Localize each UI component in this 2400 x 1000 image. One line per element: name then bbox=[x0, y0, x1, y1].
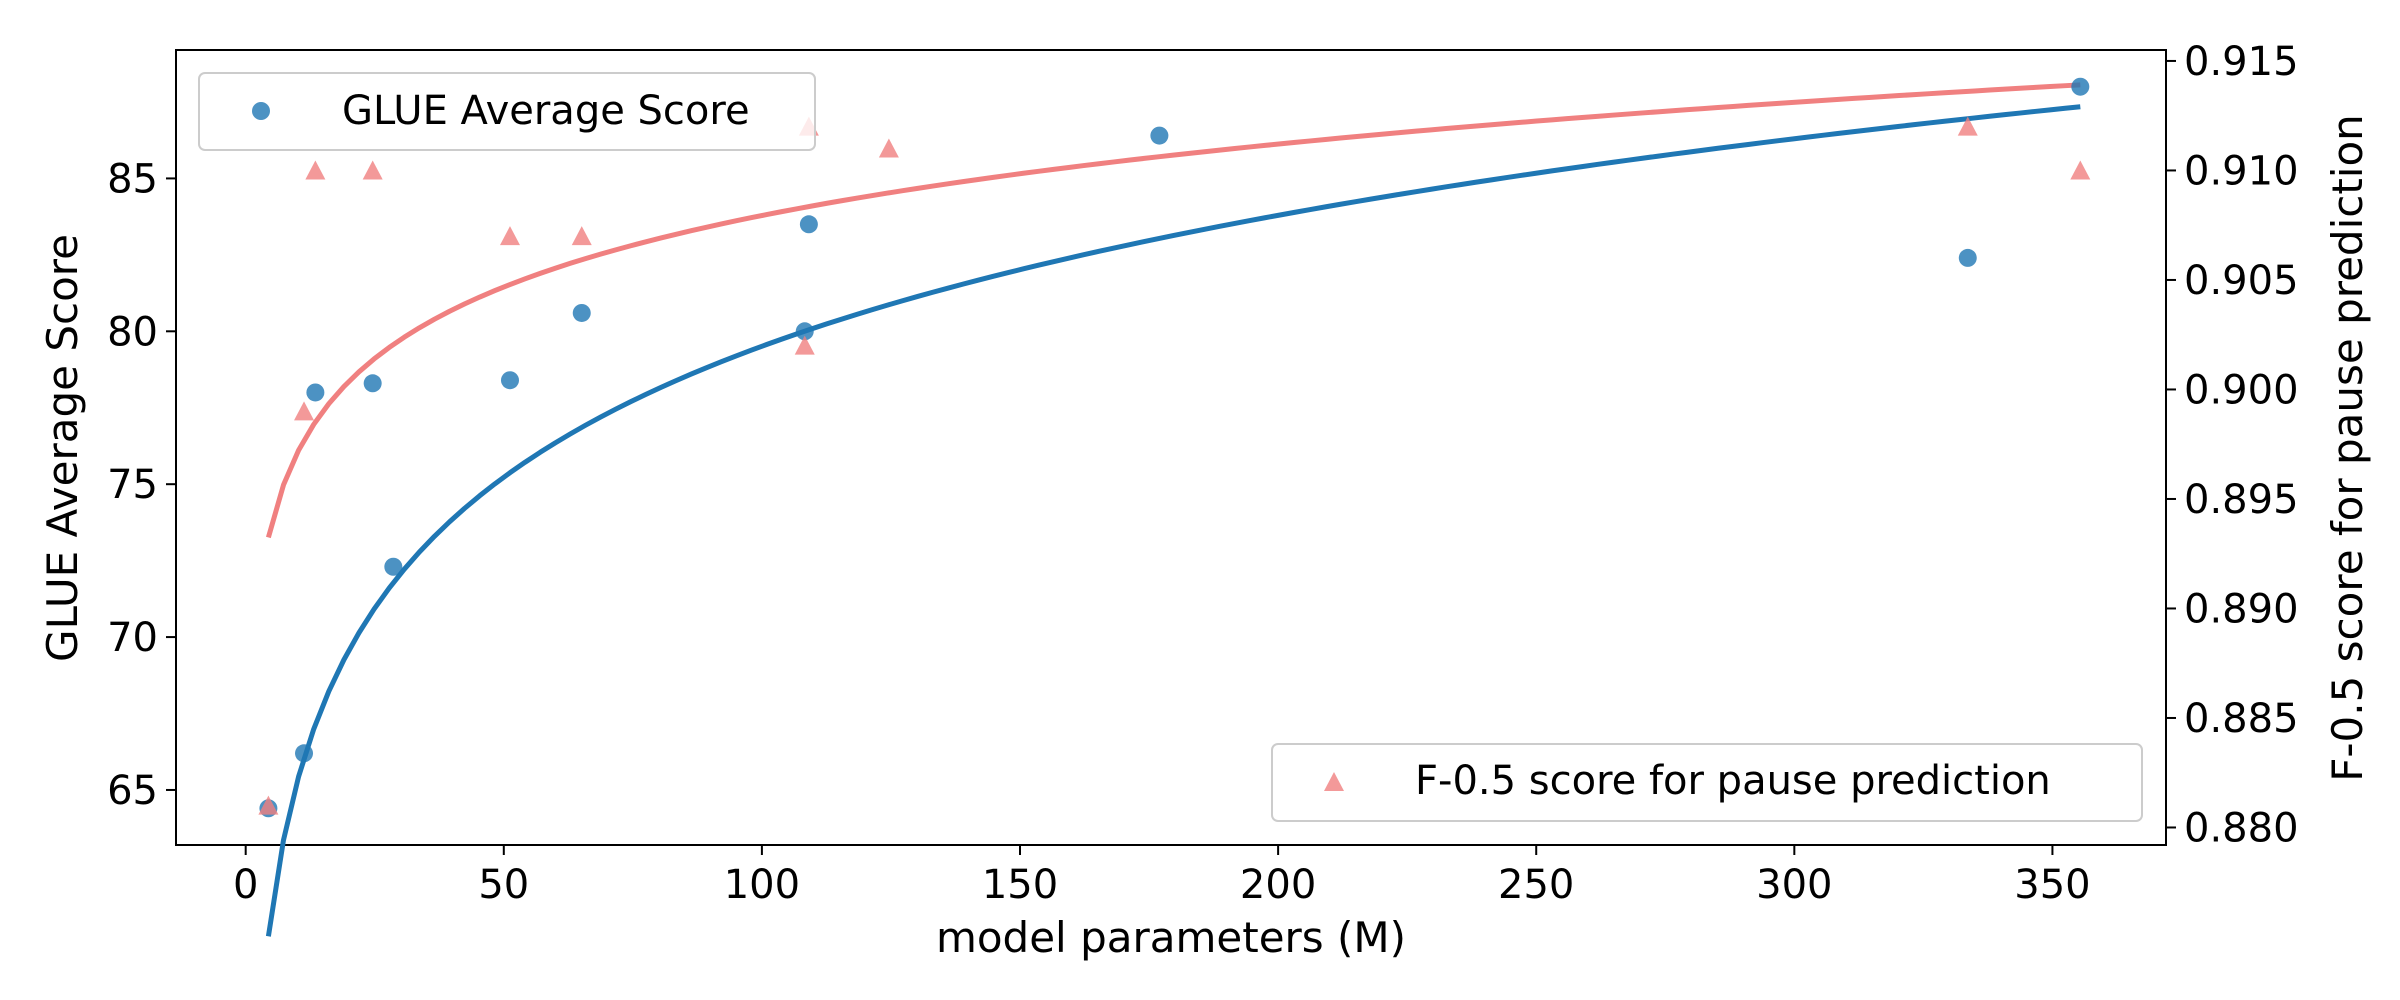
x-tick-label: 250 bbox=[1498, 862, 1574, 908]
f05-point bbox=[878, 138, 899, 158]
x-tick-label: 350 bbox=[2014, 862, 2090, 908]
x-tick-label: 50 bbox=[478, 862, 529, 908]
glue-point bbox=[572, 303, 591, 322]
f05-point bbox=[294, 401, 315, 421]
glue-point bbox=[799, 215, 818, 234]
y-left-tick-label: 70 bbox=[107, 615, 158, 661]
glue-point bbox=[363, 374, 382, 393]
legend-f05-marker bbox=[1324, 772, 1344, 791]
fit-curve bbox=[265, 104, 2081, 937]
legend-glue-text: GLUE Average Score bbox=[342, 88, 750, 134]
y-right-tick-label: 0.880 bbox=[2184, 805, 2299, 851]
y-right-tick-label: 0.910 bbox=[2184, 148, 2299, 194]
y-right-tick-label: 0.900 bbox=[2184, 367, 2299, 413]
legend-glue-marker bbox=[252, 102, 270, 120]
plot-area bbox=[175, 49, 2167, 846]
x-axis-ticks: 0 50 100 150 200 250 300 350 bbox=[233, 845, 2091, 908]
y-left-tick-label: 85 bbox=[107, 156, 158, 202]
y-right-axis-ticks: 0.880 0.885 0.890 0.895 0.900 0.905 0.910 0.915 bbox=[2166, 39, 2299, 851]
x-tick-label: 200 bbox=[1240, 862, 1316, 908]
legend-f05: F-0.5 score for pause prediction bbox=[1271, 743, 2143, 822]
y-right-tick-label: 0.895 bbox=[2184, 477, 2299, 523]
f05-point bbox=[794, 335, 815, 355]
f05-point bbox=[362, 160, 383, 180]
y-left-tick-label: 80 bbox=[107, 309, 158, 355]
glue-point bbox=[384, 557, 403, 576]
glue-point bbox=[795, 322, 814, 341]
legend-glue-frame bbox=[198, 72, 816, 151]
glue-point bbox=[1958, 248, 1977, 267]
legend-glue: GLUE Average Score bbox=[198, 72, 816, 151]
legend-f05-text: F-0.5 score for pause prediction bbox=[1415, 758, 2051, 804]
y-left-axis-ticks: 65 70 75 80 85 bbox=[107, 156, 176, 814]
y-left-axis-label: GLUE Average Score bbox=[38, 234, 87, 662]
glue-point bbox=[2071, 77, 2090, 96]
x-axis-label: model parameters (M) bbox=[936, 913, 1406, 962]
x-tick-label: 0 bbox=[233, 862, 258, 908]
y-right-tick-label: 0.905 bbox=[2184, 258, 2299, 304]
fit-curve bbox=[265, 82, 2081, 539]
f05-point bbox=[571, 226, 592, 246]
y-right-tick-label: 0.885 bbox=[2184, 696, 2299, 742]
x-tick-label: 150 bbox=[982, 862, 1058, 908]
y-left-tick-label: 75 bbox=[107, 462, 158, 508]
x-tick-label: 300 bbox=[1756, 862, 1832, 908]
f05-point bbox=[2070, 160, 2091, 180]
y-right-tick-label: 0.890 bbox=[2184, 586, 2299, 632]
legend-f05-frame bbox=[1271, 743, 2143, 822]
glue-point bbox=[500, 371, 519, 390]
y-right-axis-label: F-0.5 score for pause prediction bbox=[2323, 114, 2372, 782]
data-points bbox=[258, 77, 2091, 818]
y-right-tick-label: 0.915 bbox=[2184, 39, 2299, 85]
f05-point bbox=[499, 226, 520, 246]
glue-point bbox=[295, 744, 314, 763]
f05-point bbox=[1957, 116, 1978, 136]
glue-point bbox=[306, 383, 325, 402]
f05-point bbox=[305, 160, 326, 180]
glue-point bbox=[1150, 126, 1169, 145]
y-left-tick-label: 65 bbox=[107, 768, 158, 814]
f05-point bbox=[258, 795, 279, 815]
fit-curves bbox=[265, 82, 2081, 937]
x-tick-label: 100 bbox=[724, 862, 800, 908]
